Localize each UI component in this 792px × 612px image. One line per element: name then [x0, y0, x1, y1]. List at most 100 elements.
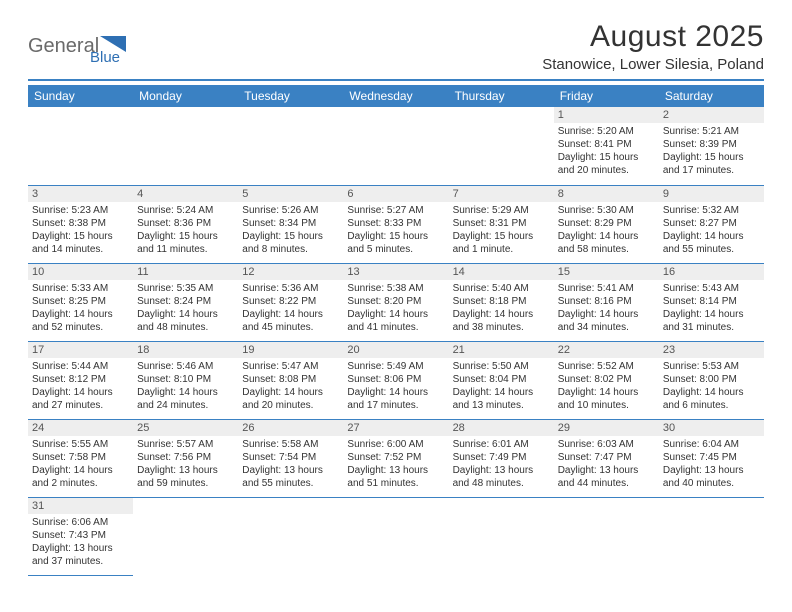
day-number: 23	[659, 342, 764, 358]
day-details: Sunrise: 5:57 AMSunset: 7:56 PMDaylight:…	[133, 436, 238, 493]
day-number: 15	[554, 264, 659, 280]
day-details: Sunrise: 5:32 AMSunset: 8:27 PMDaylight:…	[659, 202, 764, 259]
weekday-header: Friday	[554, 85, 659, 107]
day-number: 12	[238, 264, 343, 280]
calendar-day-cell: 6Sunrise: 5:27 AMSunset: 8:33 PMDaylight…	[343, 185, 448, 263]
day-details: Sunrise: 5:43 AMSunset: 8:14 PMDaylight:…	[659, 280, 764, 337]
calendar-day-cell: 8Sunrise: 5:30 AMSunset: 8:29 PMDaylight…	[554, 185, 659, 263]
page-title: August 2025	[542, 20, 764, 54]
calendar-day-cell	[554, 497, 659, 575]
calendar-day-cell: 29Sunrise: 6:03 AMSunset: 7:47 PMDayligh…	[554, 419, 659, 497]
calendar-day-cell: 16Sunrise: 5:43 AMSunset: 8:14 PMDayligh…	[659, 263, 764, 341]
day-number: 11	[133, 264, 238, 280]
day-number: 27	[343, 420, 448, 436]
calendar-day-cell: 26Sunrise: 5:58 AMSunset: 7:54 PMDayligh…	[238, 419, 343, 497]
calendar-day-cell	[238, 107, 343, 185]
day-number: 26	[238, 420, 343, 436]
day-number: 21	[449, 342, 554, 358]
calendar-day-cell: 1Sunrise: 5:20 AMSunset: 8:41 PMDaylight…	[554, 107, 659, 185]
day-number: 16	[659, 264, 764, 280]
weekday-header: Sunday	[28, 85, 133, 107]
calendar-day-cell	[343, 107, 448, 185]
day-number: 1	[554, 107, 659, 123]
day-number: 20	[343, 342, 448, 358]
calendar-day-cell: 12Sunrise: 5:36 AMSunset: 8:22 PMDayligh…	[238, 263, 343, 341]
day-details: Sunrise: 5:35 AMSunset: 8:24 PMDaylight:…	[133, 280, 238, 337]
day-details: Sunrise: 5:55 AMSunset: 7:58 PMDaylight:…	[28, 436, 133, 493]
day-number: 9	[659, 186, 764, 202]
day-details: Sunrise: 5:38 AMSunset: 8:20 PMDaylight:…	[343, 280, 448, 337]
logo-text-blue: Blue	[90, 49, 120, 64]
day-details: Sunrise: 6:00 AMSunset: 7:52 PMDaylight:…	[343, 436, 448, 493]
day-number: 10	[28, 264, 133, 280]
calendar-day-cell	[28, 107, 133, 185]
calendar-day-cell	[238, 497, 343, 575]
calendar-day-cell: 31Sunrise: 6:06 AMSunset: 7:43 PMDayligh…	[28, 497, 133, 575]
day-number: 5	[238, 186, 343, 202]
calendar-day-cell: 3Sunrise: 5:23 AMSunset: 8:38 PMDaylight…	[28, 185, 133, 263]
day-details: Sunrise: 5:26 AMSunset: 8:34 PMDaylight:…	[238, 202, 343, 259]
calendar-day-cell: 2Sunrise: 5:21 AMSunset: 8:39 PMDaylight…	[659, 107, 764, 185]
day-details: Sunrise: 5:29 AMSunset: 8:31 PMDaylight:…	[449, 202, 554, 259]
calendar-day-cell: 22Sunrise: 5:52 AMSunset: 8:02 PMDayligh…	[554, 341, 659, 419]
calendar-day-cell: 4Sunrise: 5:24 AMSunset: 8:36 PMDaylight…	[133, 185, 238, 263]
day-details: Sunrise: 5:40 AMSunset: 8:18 PMDaylight:…	[449, 280, 554, 337]
day-details: Sunrise: 6:03 AMSunset: 7:47 PMDaylight:…	[554, 436, 659, 493]
calendar-day-cell: 17Sunrise: 5:44 AMSunset: 8:12 PMDayligh…	[28, 341, 133, 419]
logo: General Blue	[28, 20, 133, 64]
calendar-day-cell: 28Sunrise: 6:01 AMSunset: 7:49 PMDayligh…	[449, 419, 554, 497]
day-number: 24	[28, 420, 133, 436]
page-subtitle: Stanowice, Lower Silesia, Poland	[542, 56, 764, 73]
calendar-day-cell: 11Sunrise: 5:35 AMSunset: 8:24 PMDayligh…	[133, 263, 238, 341]
day-number: 8	[554, 186, 659, 202]
calendar-day-cell: 15Sunrise: 5:41 AMSunset: 8:16 PMDayligh…	[554, 263, 659, 341]
day-details: Sunrise: 5:36 AMSunset: 8:22 PMDaylight:…	[238, 280, 343, 337]
day-number: 7	[449, 186, 554, 202]
day-details: Sunrise: 5:24 AMSunset: 8:36 PMDaylight:…	[133, 202, 238, 259]
weekday-header: Monday	[133, 85, 238, 107]
day-number: 18	[133, 342, 238, 358]
logo-text-general: General	[28, 35, 99, 57]
divider	[28, 79, 764, 81]
day-number: 3	[28, 186, 133, 202]
calendar-day-cell: 9Sunrise: 5:32 AMSunset: 8:27 PMDaylight…	[659, 185, 764, 263]
calendar-week-row: 17Sunrise: 5:44 AMSunset: 8:12 PMDayligh…	[28, 341, 764, 419]
day-number: 2	[659, 107, 764, 123]
day-number: 6	[343, 186, 448, 202]
day-details: Sunrise: 6:01 AMSunset: 7:49 PMDaylight:…	[449, 436, 554, 493]
day-details: Sunrise: 5:58 AMSunset: 7:54 PMDaylight:…	[238, 436, 343, 493]
calendar-day-cell	[659, 497, 764, 575]
calendar-day-cell: 23Sunrise: 5:53 AMSunset: 8:00 PMDayligh…	[659, 341, 764, 419]
weekday-header: Thursday	[449, 85, 554, 107]
calendar-day-cell: 14Sunrise: 5:40 AMSunset: 8:18 PMDayligh…	[449, 263, 554, 341]
calendar-day-cell: 5Sunrise: 5:26 AMSunset: 8:34 PMDaylight…	[238, 185, 343, 263]
calendar-day-cell: 10Sunrise: 5:33 AMSunset: 8:25 PMDayligh…	[28, 263, 133, 341]
day-number: 25	[133, 420, 238, 436]
day-number: 28	[449, 420, 554, 436]
day-details: Sunrise: 5:47 AMSunset: 8:08 PMDaylight:…	[238, 358, 343, 415]
day-details: Sunrise: 5:41 AMSunset: 8:16 PMDaylight:…	[554, 280, 659, 337]
calendar-day-cell	[449, 107, 554, 185]
day-details: Sunrise: 5:49 AMSunset: 8:06 PMDaylight:…	[343, 358, 448, 415]
calendar-table: SundayMondayTuesdayWednesdayThursdayFrid…	[28, 85, 764, 576]
day-number: 14	[449, 264, 554, 280]
calendar-day-cell: 18Sunrise: 5:46 AMSunset: 8:10 PMDayligh…	[133, 341, 238, 419]
day-details: Sunrise: 5:20 AMSunset: 8:41 PMDaylight:…	[554, 123, 659, 180]
calendar-week-row: 3Sunrise: 5:23 AMSunset: 8:38 PMDaylight…	[28, 185, 764, 263]
day-details: Sunrise: 5:46 AMSunset: 8:10 PMDaylight:…	[133, 358, 238, 415]
day-number: 31	[28, 498, 133, 514]
calendar-week-row: 1Sunrise: 5:20 AMSunset: 8:41 PMDaylight…	[28, 107, 764, 185]
day-number: 19	[238, 342, 343, 358]
day-number: 13	[343, 264, 448, 280]
day-details: Sunrise: 5:52 AMSunset: 8:02 PMDaylight:…	[554, 358, 659, 415]
calendar-day-cell: 30Sunrise: 6:04 AMSunset: 7:45 PMDayligh…	[659, 419, 764, 497]
day-details: Sunrise: 6:04 AMSunset: 7:45 PMDaylight:…	[659, 436, 764, 493]
calendar-day-cell: 25Sunrise: 5:57 AMSunset: 7:56 PMDayligh…	[133, 419, 238, 497]
day-details: Sunrise: 5:53 AMSunset: 8:00 PMDaylight:…	[659, 358, 764, 415]
day-number: 4	[133, 186, 238, 202]
calendar-day-cell	[133, 497, 238, 575]
day-number: 17	[28, 342, 133, 358]
day-details: Sunrise: 5:27 AMSunset: 8:33 PMDaylight:…	[343, 202, 448, 259]
day-number: 22	[554, 342, 659, 358]
calendar-day-cell: 7Sunrise: 5:29 AMSunset: 8:31 PMDaylight…	[449, 185, 554, 263]
